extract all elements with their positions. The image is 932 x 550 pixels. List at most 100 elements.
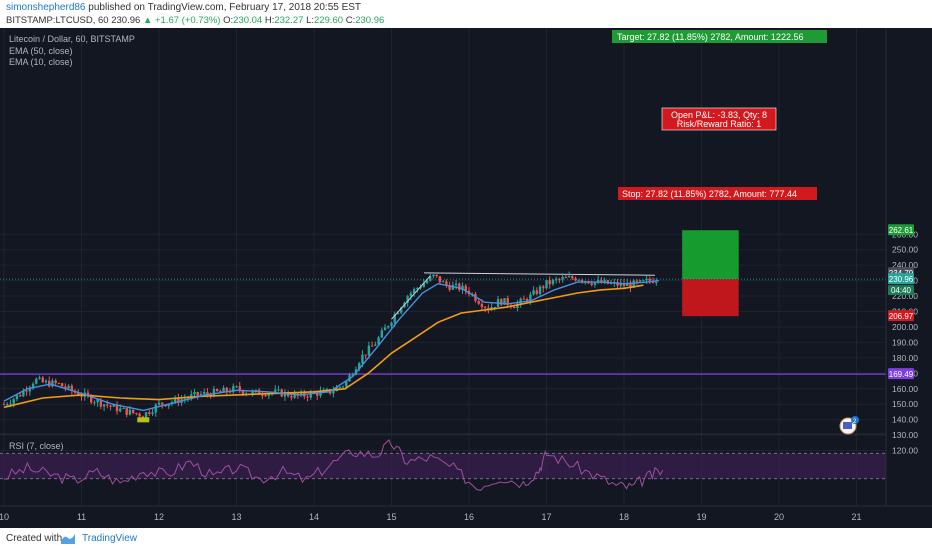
candle-body (629, 283, 632, 288)
high-value: 232.27 (274, 15, 304, 26)
candle-body (228, 391, 232, 393)
price-tag-box (888, 310, 914, 322)
candle-body (67, 385, 70, 389)
candle-body (396, 312, 400, 315)
candle-body (522, 298, 526, 300)
svg-text:2: 2 (853, 419, 857, 425)
time-tick-label: 21 (851, 512, 861, 522)
candle-body (128, 409, 132, 415)
candle-body (222, 387, 225, 392)
open-value: 230.04 (233, 15, 263, 26)
chart-svg[interactable]: Target: 27.82 (11.85%) 2782, Amount: 122… (0, 28, 932, 528)
ema50-line (3, 284, 644, 409)
candle-body (483, 307, 487, 309)
low-label: L: (306, 15, 314, 26)
candle-body (406, 296, 409, 303)
candle-body (477, 301, 480, 304)
candle-body (351, 374, 354, 376)
time-tick-label: 10 (0, 512, 9, 522)
candle-body (251, 391, 254, 394)
stop-zone[interactable] (682, 279, 739, 317)
candle-body (60, 383, 64, 387)
publish-line: simonshepherd86 published on TradingView… (6, 2, 361, 13)
target-text: Target: 27.82 (11.85%) 2782, Amount: 122… (617, 32, 803, 42)
pl-label: Open P&L: -3.83, Qty: 8 Risk/Reward Rati… (661, 107, 777, 131)
candle-body (513, 306, 516, 309)
candle-body (545, 280, 548, 289)
price-tag-box (888, 224, 914, 236)
price-tick-label: 140.00 (892, 415, 918, 425)
candle-body (206, 392, 209, 395)
candle-body (500, 299, 503, 305)
candle-body (519, 298, 522, 304)
low-marker (137, 417, 150, 423)
candle-body (93, 402, 96, 404)
candle-body (648, 278, 652, 281)
candle-body (361, 354, 364, 364)
legend-rsi: RSI (7, close) (9, 441, 64, 451)
candle-body (655, 281, 658, 283)
candle-body (532, 290, 535, 295)
trend-line[interactable] (391, 275, 431, 320)
candle-body (51, 380, 54, 387)
candle-body (80, 395, 83, 397)
candle-body (235, 386, 238, 388)
candles (2, 271, 658, 420)
footer: Created with TradingView (0, 528, 932, 550)
created-with-text: Created with (6, 533, 63, 544)
candle-body (393, 314, 396, 323)
candle-body (445, 281, 448, 286)
candle-body (316, 392, 319, 396)
triangle-top-line[interactable] (424, 272, 656, 276)
tradingview-link[interactable]: TradingView (82, 533, 138, 544)
candle-body (458, 283, 461, 291)
candle-body (380, 330, 384, 338)
open-label: O: (223, 15, 234, 26)
candle-body (167, 403, 170, 407)
target-zone[interactable] (682, 230, 739, 280)
candle-body (196, 392, 199, 396)
candle-body (416, 288, 419, 290)
candle-body (571, 276, 574, 279)
close-label: C: (345, 15, 356, 26)
change-value: +1.67 (+0.73%) (154, 15, 221, 26)
candle-body (25, 390, 28, 392)
time-tick-label: 15 (386, 512, 396, 522)
candle-body (261, 394, 264, 396)
candle-body (151, 412, 154, 414)
author-link[interactable]: simonshepherd86 (6, 2, 86, 13)
candle-body (432, 274, 435, 277)
candle-body (387, 326, 390, 328)
price-tag-label: 206.97 (889, 312, 914, 321)
time-tick-label: 14 (309, 512, 319, 522)
candle-body (596, 280, 600, 283)
candle-body (503, 298, 506, 305)
candle-body (441, 281, 445, 283)
tradingview-logo-icon[interactable] (60, 531, 76, 545)
chart-area[interactable]: Target: 27.82 (11.85%) 2782, Amount: 122… (0, 28, 932, 528)
candle-body (645, 278, 648, 281)
time-axis[interactable]: 10 11 12 13 14 15 16 17 18 19 20 21 (0, 512, 862, 522)
candle-body (548, 280, 551, 285)
candle-body (412, 289, 416, 294)
last-price: 230.96 (111, 15, 141, 26)
candle-body (535, 290, 539, 294)
alert-icon[interactable]: 2 (839, 416, 859, 435)
candle-body (15, 395, 19, 400)
candle-body (31, 383, 35, 388)
candle-body (144, 412, 148, 418)
low-value: 229.60 (314, 15, 344, 26)
candle-body (57, 383, 61, 385)
candle-body (219, 390, 222, 392)
candle-body (102, 404, 106, 407)
candle-body (241, 390, 245, 394)
candle-body (603, 280, 606, 283)
legend-ema50: EMA (50, close) (9, 46, 73, 56)
legend-title: Litecoin / Dollar, 60, BITSTAMP (9, 34, 135, 44)
candle-body (626, 283, 629, 287)
candle-body (177, 397, 180, 404)
candle-body (212, 388, 216, 397)
candle-body (399, 307, 403, 313)
candle-body (183, 398, 187, 400)
